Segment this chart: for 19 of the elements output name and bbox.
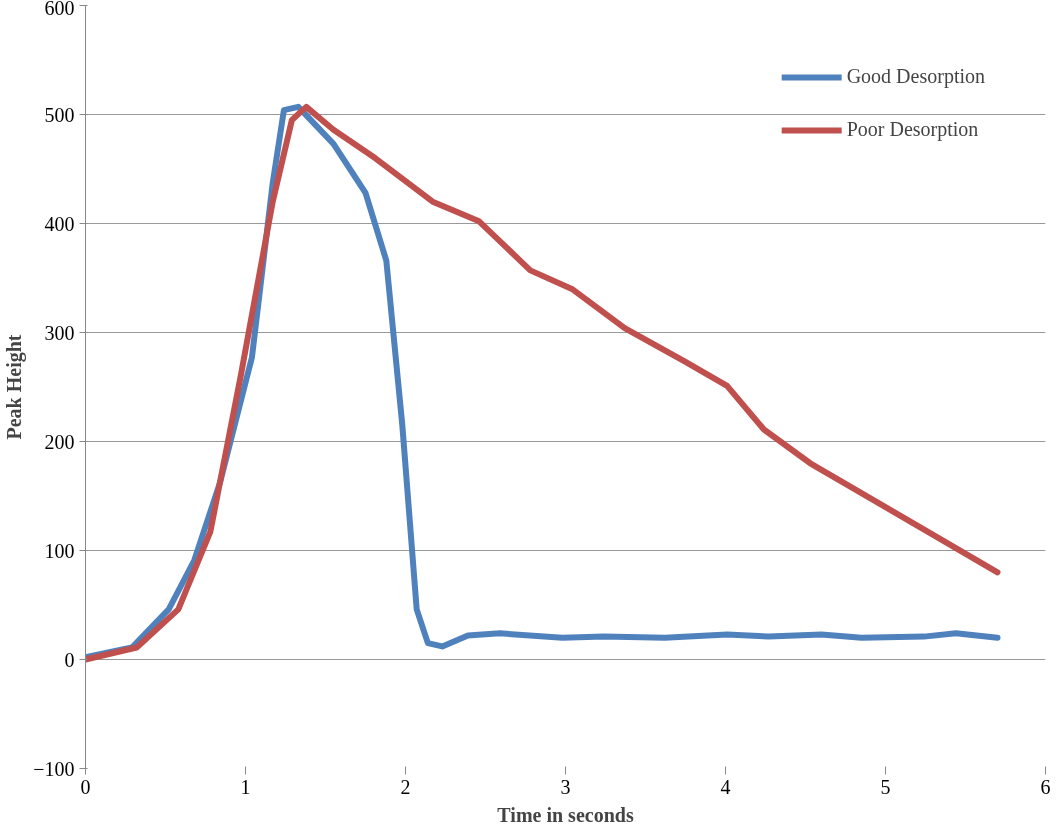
x-tick-label: 1 xyxy=(240,775,251,798)
y-tick-label: 300 xyxy=(44,321,75,344)
x-tick-label: 6 xyxy=(1040,775,1051,798)
y-tick-label: 600 xyxy=(44,0,75,19)
x-tick-label: 5 xyxy=(880,775,891,798)
x-tick-label: 4 xyxy=(720,775,731,798)
y-axis-title: Peak Height xyxy=(3,334,27,440)
y-tick-label: 500 xyxy=(44,103,75,126)
x-tick-label: 0 xyxy=(80,775,91,798)
y-tick-label: 400 xyxy=(44,212,75,235)
legend-label: Poor Desorption xyxy=(846,118,979,141)
y-tick-label: 100 xyxy=(44,539,75,562)
x-axis-title: Time in seconds xyxy=(497,803,634,826)
y-tick-label: 0 xyxy=(64,648,75,671)
y-tick-label: 200 xyxy=(44,430,75,453)
legend-label: Good Desorption xyxy=(846,65,985,88)
y-tick-label: −100 xyxy=(33,757,75,780)
x-tick-label: 2 xyxy=(400,775,411,798)
x-tick-label: 3 xyxy=(560,775,571,798)
